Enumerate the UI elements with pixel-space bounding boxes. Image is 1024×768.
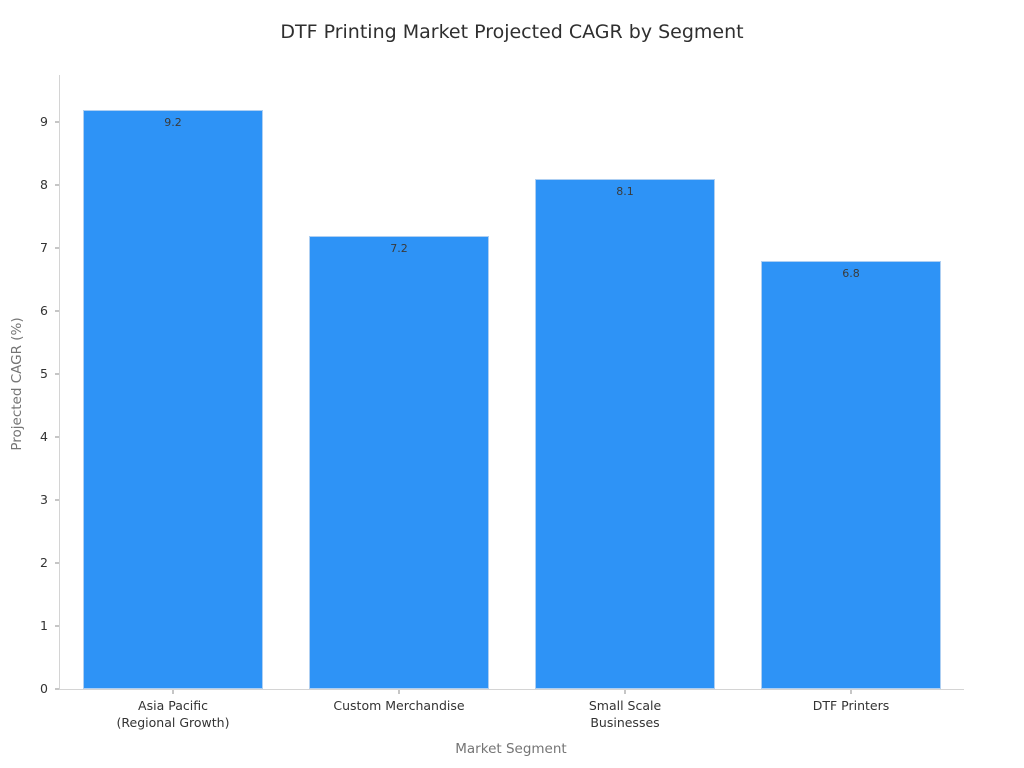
x-tick-label: Small Scale Businesses	[588, 698, 662, 730]
x-tick	[172, 690, 174, 694]
y-tick	[55, 184, 59, 186]
x-tick	[624, 690, 626, 694]
y-axis-label: Projected CAGR (%)	[9, 317, 25, 451]
x-tick-label: DTF Printers	[812, 698, 890, 713]
y-tick	[55, 436, 59, 438]
bar: 8.1	[534, 178, 716, 689]
x-tick-label: Asia Pacific (Regional Growth)	[116, 698, 230, 730]
bar-value-label: 8.1	[616, 184, 634, 198]
bar-value-label: 7.2	[390, 241, 408, 255]
bar: 9.2	[82, 109, 264, 689]
x-axis-label: Market Segment	[455, 741, 567, 757]
y-tick	[55, 625, 59, 627]
bar-value-label: 6.8	[842, 266, 860, 280]
x-tick-label: Custom Merchandise	[333, 698, 465, 713]
y-tick	[55, 373, 59, 375]
y-tick	[55, 499, 59, 501]
bar: 6.8	[760, 260, 942, 689]
y-tick	[55, 562, 59, 564]
y-tick	[55, 247, 59, 249]
x-tick	[850, 690, 852, 694]
y-tick	[55, 310, 59, 312]
x-tick	[398, 690, 400, 694]
y-tick	[55, 688, 59, 690]
bar: 7.2	[308, 235, 490, 689]
plot-area: 0 1 2 3 4 5 6 7 8 9 9.2 Asia Pacific (Regional Grow…	[40, 75, 964, 730]
y-tick	[55, 121, 59, 123]
bar-value-label: 9.2	[164, 115, 182, 129]
chart-title: DTF Printing Market Projected CAGR by Se…	[280, 21, 744, 43]
